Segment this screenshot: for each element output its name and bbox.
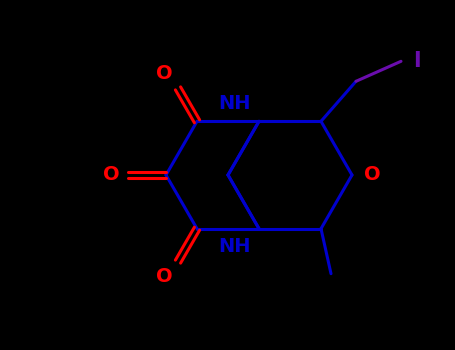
Text: O: O — [157, 64, 173, 83]
Text: I: I — [413, 51, 420, 71]
Text: O: O — [364, 166, 381, 184]
Text: NH: NH — [218, 94, 251, 113]
Text: NH: NH — [218, 237, 251, 256]
Text: O: O — [103, 166, 120, 184]
Text: O: O — [157, 267, 173, 286]
